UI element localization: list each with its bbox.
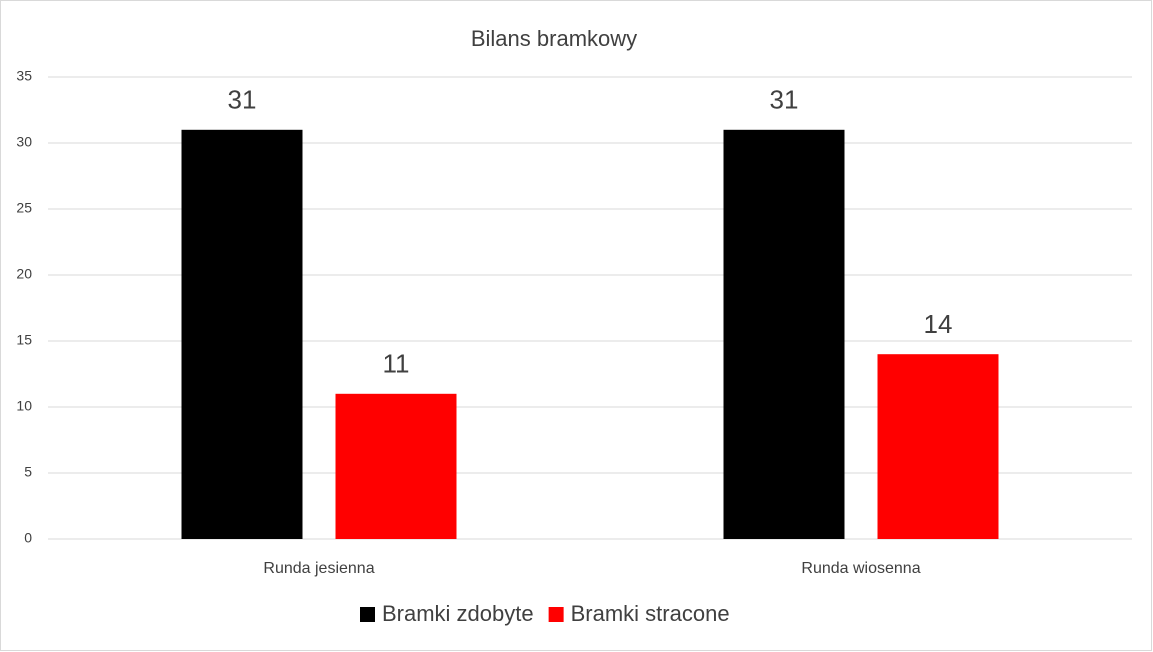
legend-label: Bramki zdobyte [382,601,534,626]
y-tick-label: 30 [16,134,32,150]
data-label: 31 [228,85,257,115]
data-label: 31 [770,85,799,115]
bar [723,129,845,540]
legend-label: Bramki stracone [571,601,730,626]
bar [181,129,303,540]
chart-title: Bilans bramkowy [471,26,637,51]
y-tick-label: 25 [16,200,32,216]
y-tick-label: 35 [16,68,32,84]
data-label: 11 [383,349,410,379]
y-tick-label: 20 [16,266,32,282]
y-tick-label: 0 [24,530,32,546]
bar [877,354,999,539]
y-tick-label: 5 [24,464,32,480]
legend-swatch [360,607,375,622]
y-tick-label: 15 [16,332,32,348]
data-label: 14 [924,309,953,339]
x-tick-label: Runda wiosenna [801,560,920,577]
bar [335,393,457,539]
legend-swatch [548,607,564,622]
y-tick-label: 10 [16,398,32,414]
x-tick-label: Runda jesienna [263,560,374,577]
